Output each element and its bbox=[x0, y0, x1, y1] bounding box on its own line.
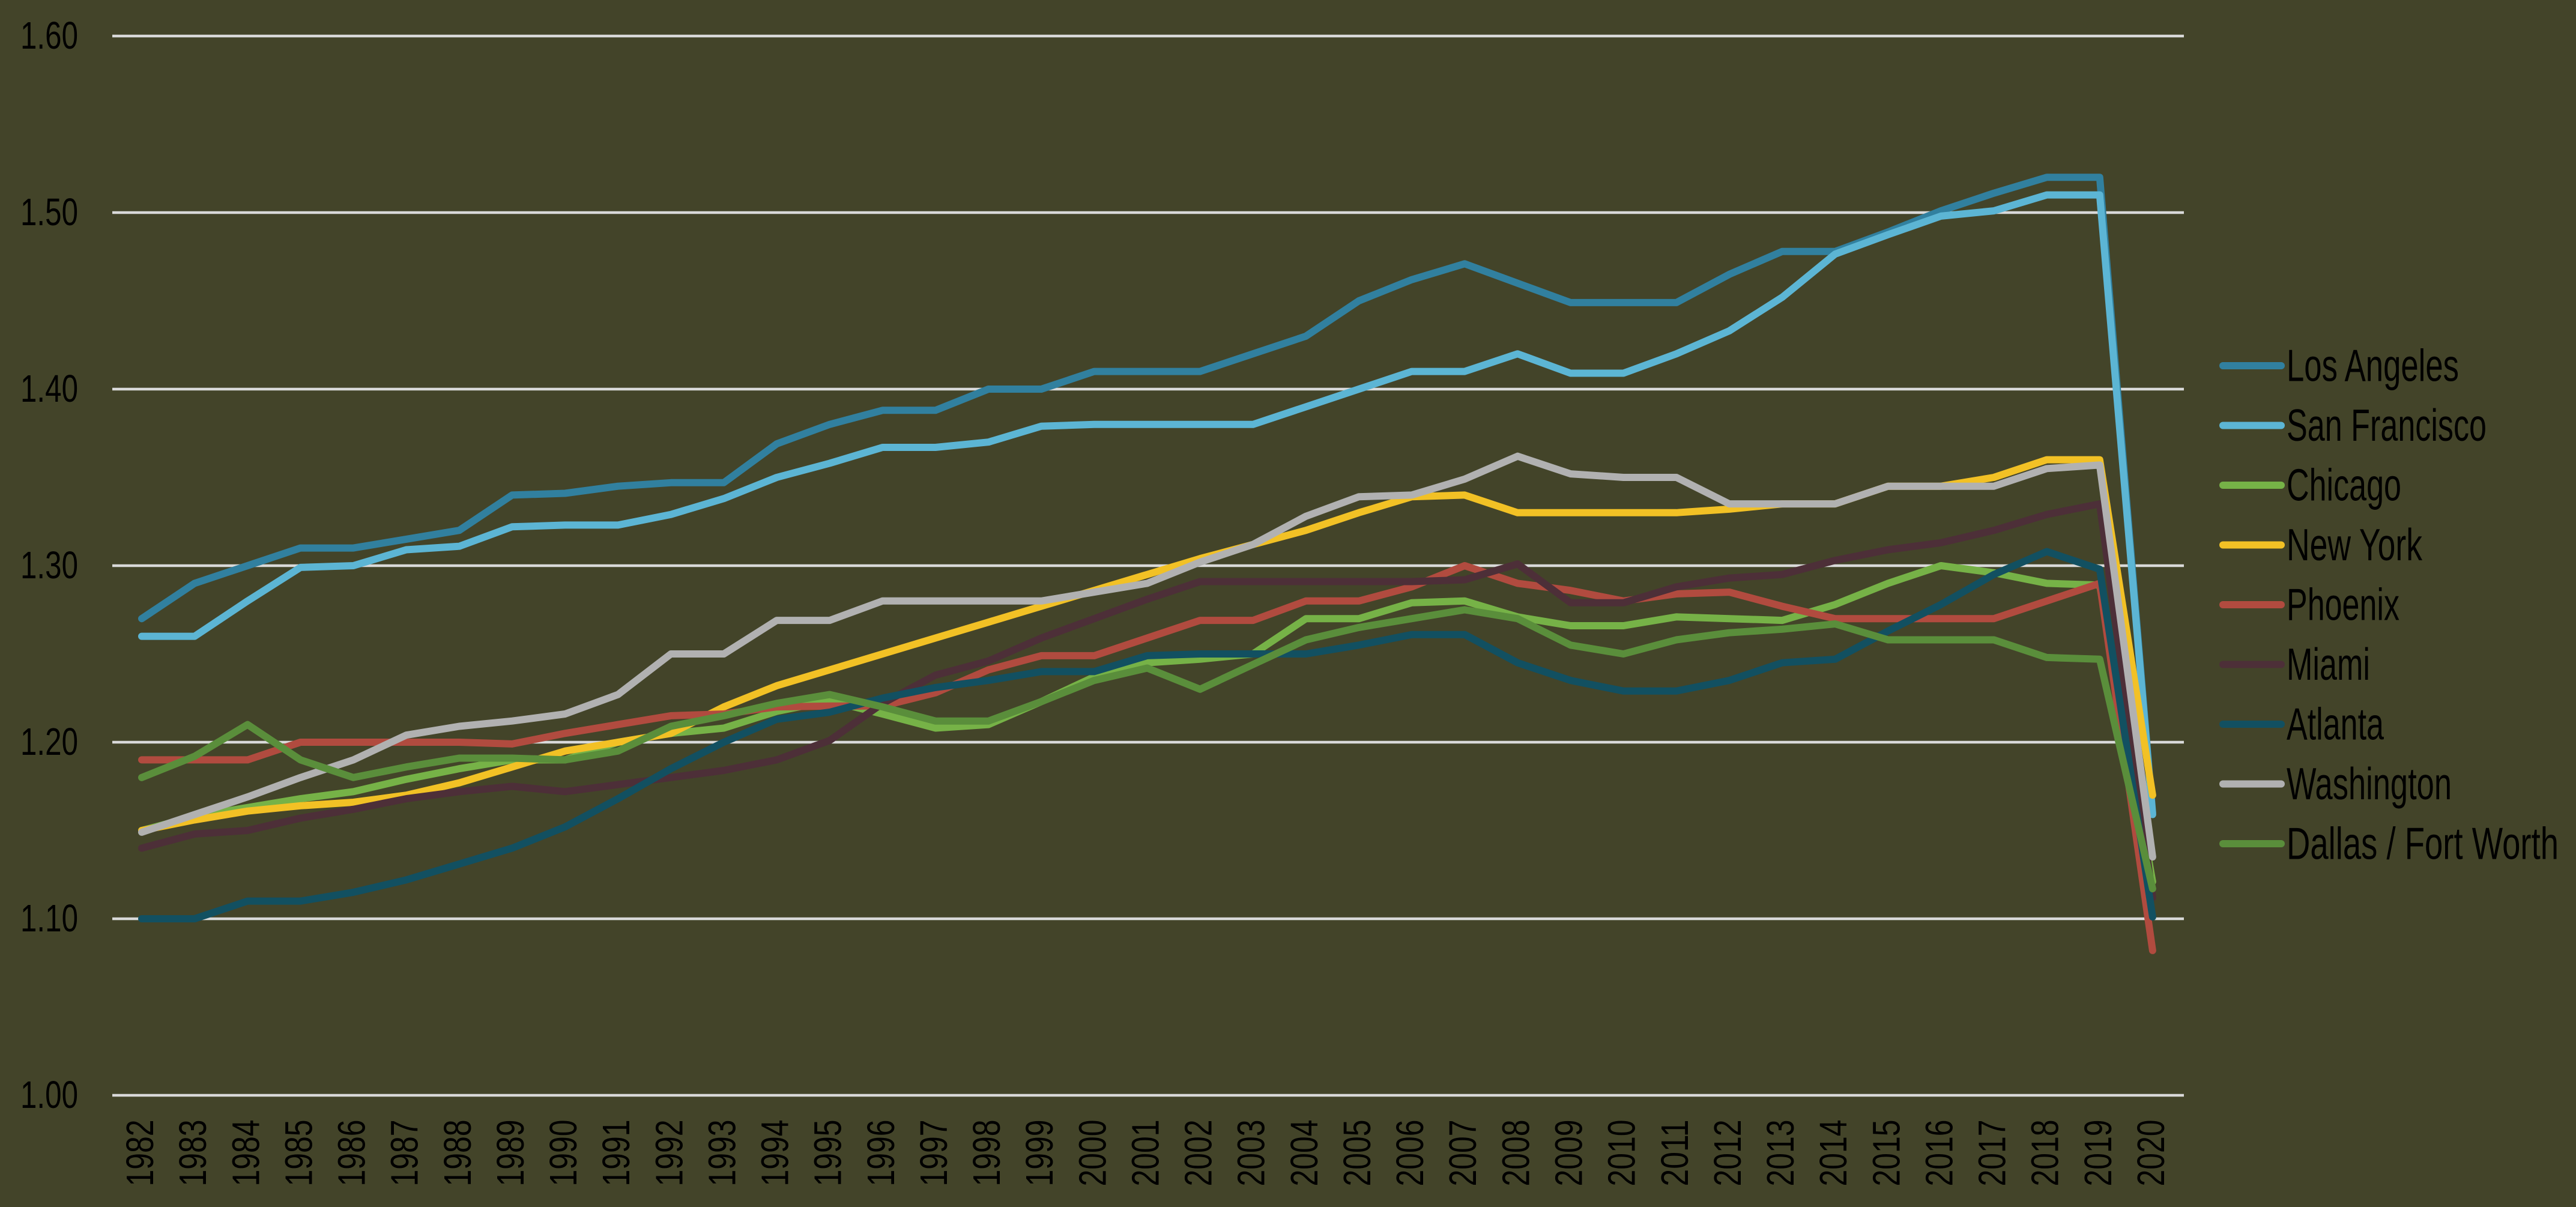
svg-text:2007: 2007 bbox=[1441, 1120, 1484, 1187]
svg-text:2013: 2013 bbox=[1759, 1120, 1802, 1187]
svg-text:1996: 1996 bbox=[859, 1120, 903, 1187]
svg-text:2003: 2003 bbox=[1230, 1120, 1273, 1187]
svg-text:1999: 1999 bbox=[1018, 1120, 1061, 1187]
svg-text:2015: 2015 bbox=[1864, 1120, 1908, 1187]
svg-text:2019: 2019 bbox=[2076, 1120, 2120, 1187]
svg-text:Dallas / Fort Worth: Dallas / Fort Worth bbox=[2287, 818, 2559, 869]
svg-text:Phoenix: Phoenix bbox=[2287, 579, 2399, 630]
svg-text:1.10: 1.10 bbox=[20, 897, 78, 940]
svg-text:2004: 2004 bbox=[1283, 1120, 1326, 1187]
svg-text:2014: 2014 bbox=[1812, 1120, 1855, 1187]
svg-text:1984: 1984 bbox=[224, 1120, 267, 1187]
svg-text:Atlanta: Atlanta bbox=[2287, 699, 2384, 749]
svg-text:2017: 2017 bbox=[1971, 1120, 2014, 1187]
svg-text:2020: 2020 bbox=[2129, 1120, 2172, 1187]
svg-text:1994: 1994 bbox=[754, 1120, 797, 1187]
svg-text:2011: 2011 bbox=[1653, 1120, 1696, 1187]
svg-text:Miami: Miami bbox=[2287, 639, 2370, 689]
svg-text:2000: 2000 bbox=[1071, 1120, 1114, 1187]
svg-text:1997: 1997 bbox=[912, 1120, 955, 1187]
svg-text:1982: 1982 bbox=[118, 1120, 162, 1187]
svg-text:1990: 1990 bbox=[542, 1120, 585, 1187]
svg-text:1987: 1987 bbox=[383, 1120, 426, 1187]
svg-text:1.40: 1.40 bbox=[20, 367, 78, 410]
svg-text:1.30: 1.30 bbox=[20, 543, 78, 587]
svg-text:1985: 1985 bbox=[277, 1120, 320, 1187]
svg-text:2010: 2010 bbox=[1600, 1120, 1643, 1187]
svg-text:1993: 1993 bbox=[700, 1120, 743, 1187]
svg-text:New York: New York bbox=[2287, 519, 2422, 570]
svg-text:1991: 1991 bbox=[594, 1120, 638, 1187]
svg-text:2002: 2002 bbox=[1177, 1120, 1220, 1187]
svg-text:Washington: Washington bbox=[2287, 758, 2452, 809]
svg-text:1983: 1983 bbox=[171, 1120, 214, 1187]
svg-text:1988: 1988 bbox=[436, 1120, 479, 1187]
svg-text:1.60: 1.60 bbox=[20, 14, 78, 57]
svg-text:1986: 1986 bbox=[330, 1120, 373, 1187]
svg-text:1992: 1992 bbox=[647, 1120, 691, 1187]
svg-text:2005: 2005 bbox=[1335, 1120, 1379, 1187]
svg-text:1.20: 1.20 bbox=[20, 720, 78, 763]
svg-text:2016: 2016 bbox=[1917, 1120, 1961, 1187]
svg-text:1998: 1998 bbox=[965, 1120, 1008, 1187]
svg-text:1.50: 1.50 bbox=[20, 190, 78, 234]
svg-text:1.00: 1.00 bbox=[20, 1073, 78, 1116]
svg-text:2006: 2006 bbox=[1388, 1120, 1432, 1187]
svg-text:2009: 2009 bbox=[1547, 1120, 1591, 1187]
svg-text:San Francisco: San Francisco bbox=[2287, 400, 2487, 450]
svg-text:1989: 1989 bbox=[489, 1120, 532, 1187]
svg-text:Chicago: Chicago bbox=[2287, 460, 2401, 510]
svg-text:2018: 2018 bbox=[2024, 1120, 2067, 1187]
svg-text:2001: 2001 bbox=[1124, 1120, 1167, 1187]
svg-text:Los Angeles: Los Angeles bbox=[2287, 340, 2459, 391]
svg-text:1995: 1995 bbox=[806, 1120, 850, 1187]
svg-text:2008: 2008 bbox=[1494, 1120, 1537, 1187]
svg-text:2012: 2012 bbox=[1706, 1120, 1749, 1187]
